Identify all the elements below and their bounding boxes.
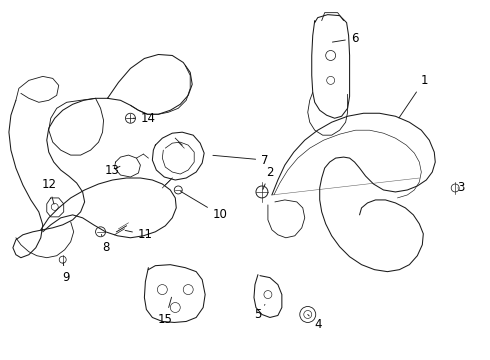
Text: 11: 11 bbox=[125, 228, 153, 241]
Text: 3: 3 bbox=[458, 181, 465, 194]
Text: 6: 6 bbox=[332, 32, 358, 45]
Text: 2: 2 bbox=[263, 166, 273, 189]
Text: 9: 9 bbox=[62, 262, 70, 284]
Text: 14: 14 bbox=[133, 112, 156, 125]
Text: 7: 7 bbox=[213, 154, 269, 167]
Text: 10: 10 bbox=[181, 192, 227, 221]
Text: 8: 8 bbox=[101, 234, 109, 254]
Text: 5: 5 bbox=[254, 305, 265, 321]
Text: 13: 13 bbox=[105, 163, 120, 176]
Text: 1: 1 bbox=[399, 74, 428, 118]
Text: 12: 12 bbox=[41, 179, 56, 204]
Text: 4: 4 bbox=[308, 315, 321, 331]
Text: 15: 15 bbox=[158, 297, 173, 326]
